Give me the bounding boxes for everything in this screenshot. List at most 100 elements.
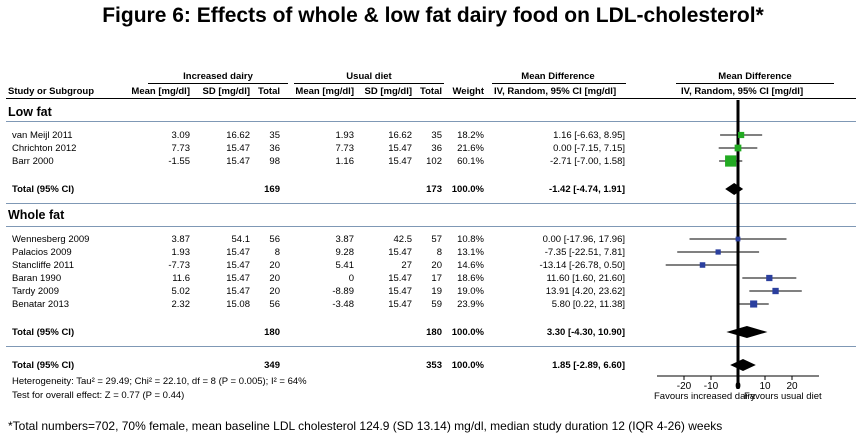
axis-right-label: Favours usual diet — [744, 391, 822, 402]
group-underline-increased — [148, 83, 288, 84]
x-tick-label: -10 — [704, 381, 719, 392]
study-point — [715, 249, 721, 255]
row-sd2: 16.62 — [388, 130, 412, 141]
row-mean1: -7.73 — [168, 260, 190, 271]
row-n2: 180 — [426, 327, 442, 338]
col-header-ci-right: IV, Random, 95% CI [mg/dl] — [681, 86, 804, 97]
row-ci: -2.71 [-7.00, 1.58] — [550, 156, 625, 167]
plot-marks — [665, 100, 802, 389]
row-weight: 100.0% — [451, 327, 484, 338]
row-study: Total (95% CI) — [12, 360, 75, 371]
row-n2: 36 — [431, 143, 442, 154]
overall-divider — [6, 346, 856, 347]
row-sd1: 16.62 — [226, 130, 250, 141]
x-tick-label: 10 — [759, 381, 771, 392]
row-n1: 180 — [264, 327, 280, 338]
row-weight: 23.9% — [457, 299, 484, 310]
row-ci: 11.60 [1.60, 21.60] — [546, 273, 625, 284]
overall-effect-text: Test for overall effect: Z = 0.77 (P = 0… — [12, 390, 185, 401]
row-weight: 13.1% — [457, 247, 484, 258]
row-weight: 10.8% — [457, 234, 484, 245]
header-rule — [6, 98, 856, 99]
group-underline-usual — [294, 83, 444, 84]
row-n1: 8 — [274, 247, 280, 258]
row-sd2: 27 — [401, 260, 412, 271]
col-header-sd1: SD [mg/dl] — [202, 86, 251, 97]
group-header-usual: Usual diet — [346, 71, 392, 82]
row-n1: 98 — [269, 156, 280, 167]
row-n2: 8 — [436, 247, 442, 258]
row-mean1: -1.55 — [168, 156, 190, 167]
row-weight: 100.0% — [451, 360, 484, 371]
row-n2: 35 — [431, 130, 442, 141]
study-point — [725, 155, 737, 167]
row-mean2: 5.41 — [335, 260, 355, 271]
row-study: Palacios 2009 — [12, 247, 72, 258]
row-weight: 21.6% — [457, 143, 484, 154]
group-underline-md-right — [676, 83, 834, 84]
row-n2: 19 — [431, 286, 442, 297]
subgroup-heading-low-fat: Low fat — [8, 105, 52, 119]
row-mean2: 0 — [348, 273, 354, 284]
row-sd1: 54.1 — [231, 234, 251, 245]
row-ci: 13.91 [4.20, 23.62] — [545, 286, 625, 297]
group-header-md-right: Mean Difference — [718, 71, 792, 82]
row-study: van Meijl 2011 — [12, 130, 73, 141]
row-n2: 57 — [431, 234, 442, 245]
group-underline-md — [492, 83, 626, 84]
col-header-total2: Total — [420, 86, 442, 97]
row-sd1: 15.47 — [226, 273, 250, 284]
row-sd2: 15.47 — [388, 156, 412, 167]
row-n2: 59 — [431, 299, 442, 310]
study-point — [699, 262, 706, 268]
row-n1: 20 — [269, 260, 280, 271]
study-point — [750, 300, 758, 308]
row-mean2: 3.87 — [335, 234, 355, 245]
row-mean2: 9.28 — [335, 247, 355, 258]
group-header-increased: Increased dairy — [183, 71, 253, 82]
row-sd1: 15.47 — [226, 143, 250, 154]
study-point — [772, 287, 779, 295]
summary-diamond — [730, 359, 756, 371]
row-study: Total (95% CI) — [12, 327, 75, 338]
col-header-mean1: Mean [mg/dl] — [131, 86, 190, 97]
row-ci: 1.16 [-6.63, 8.95] — [553, 130, 625, 141]
study-point — [738, 131, 745, 139]
axis-left-label: Favours increased dairy — [654, 391, 756, 402]
row-weight: 18.6% — [457, 273, 484, 284]
row-sd2: 15.47 — [388, 143, 412, 154]
row-n1: 36 — [269, 143, 280, 154]
row-sd2: 15.47 — [388, 247, 412, 258]
row-sd1: 15.47 — [226, 260, 250, 271]
row-study: Chrichton 2012 — [12, 143, 77, 154]
row-n1: 349 — [264, 360, 280, 371]
row-n2: 173 — [426, 184, 442, 195]
col-header-mean2: Mean [mg/dl] — [295, 86, 354, 97]
row-ci: 0.00 [-7.15, 7.15] — [553, 143, 625, 154]
row-sd2: 42.5 — [393, 234, 413, 245]
row-n1: 56 — [269, 299, 280, 310]
row-n1: 169 — [264, 184, 280, 195]
study-point — [735, 236, 741, 242]
row-weight: 18.2% — [457, 130, 484, 141]
subgroup-rule-whole-fat — [6, 226, 856, 227]
x-tick-label: -20 — [677, 381, 692, 392]
row-mean1: 3.09 — [171, 130, 191, 141]
row-mean2: 1.93 — [335, 130, 355, 141]
row-study: Baran 1990 — [12, 273, 62, 284]
study-point — [734, 144, 742, 152]
row-ci: 5.80 [0.22, 11.38] — [551, 299, 625, 310]
subgroup-heading-whole-fat: Whole fat — [8, 208, 65, 222]
row-mean1: 7.73 — [171, 143, 191, 154]
col-header-sd2: SD [mg/dl] — [364, 86, 413, 97]
row-mean1: 3.87 — [171, 234, 191, 245]
study-point — [766, 274, 773, 282]
row-study: Total (95% CI) — [12, 184, 75, 195]
row-n2: 20 — [431, 260, 442, 271]
row-study: Stancliffe 2011 — [12, 260, 74, 271]
row-sd1: 15.08 — [226, 299, 250, 310]
row-study: Barr 2000 — [12, 156, 54, 167]
col-header-study: Study or Subgroup — [8, 86, 95, 97]
row-sd1: 15.47 — [226, 247, 250, 258]
row-weight: 14.6% — [457, 260, 484, 271]
